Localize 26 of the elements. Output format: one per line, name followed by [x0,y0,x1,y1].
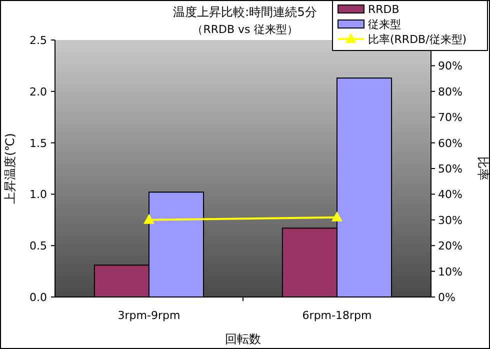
legend-label: RRDB [368,3,400,16]
y-tick-label: 1.0 [30,188,47,202]
x-tick-label: 6rpm-18rpm [302,309,372,322]
y-axis-title: 上昇温度(℃) [3,133,17,204]
legend-label: 従来型 [368,18,401,31]
chart-subtitle: （RRDB vs 従来型） [192,23,298,36]
y2-tick-label: 60% [438,136,462,150]
y2-tick-label: 50% [438,162,462,176]
y2-axis-title: 比率 [476,156,490,180]
y-tick-label: 0.5 [30,240,47,253]
x-tick-label: 3rpm-9rpm [118,309,180,322]
legend-label: 比率(RRDB/従来型) [368,33,467,46]
y2-tick-label: 0% [438,291,456,304]
y2-tick-label: 10% [438,265,462,278]
y2-tick-label: 70% [438,111,462,124]
y-tick-label: 1.5 [30,136,47,150]
y2-tick-label: 80% [438,85,462,98]
x-axis-title: 回転数 [225,332,261,346]
y-tick-label: 2.0 [30,85,47,98]
y2-tick-label: 20% [438,240,462,253]
chart-title: 温度上昇比較:時間連続5分 [173,5,317,19]
y2-tick-label: 90% [438,60,462,73]
y-tick-label: 0.0 [30,291,47,304]
y2-tick-label: 30% [438,214,462,227]
y2-tick-label: 40% [438,188,462,202]
y-tick-label: 2.5 [30,34,47,47]
